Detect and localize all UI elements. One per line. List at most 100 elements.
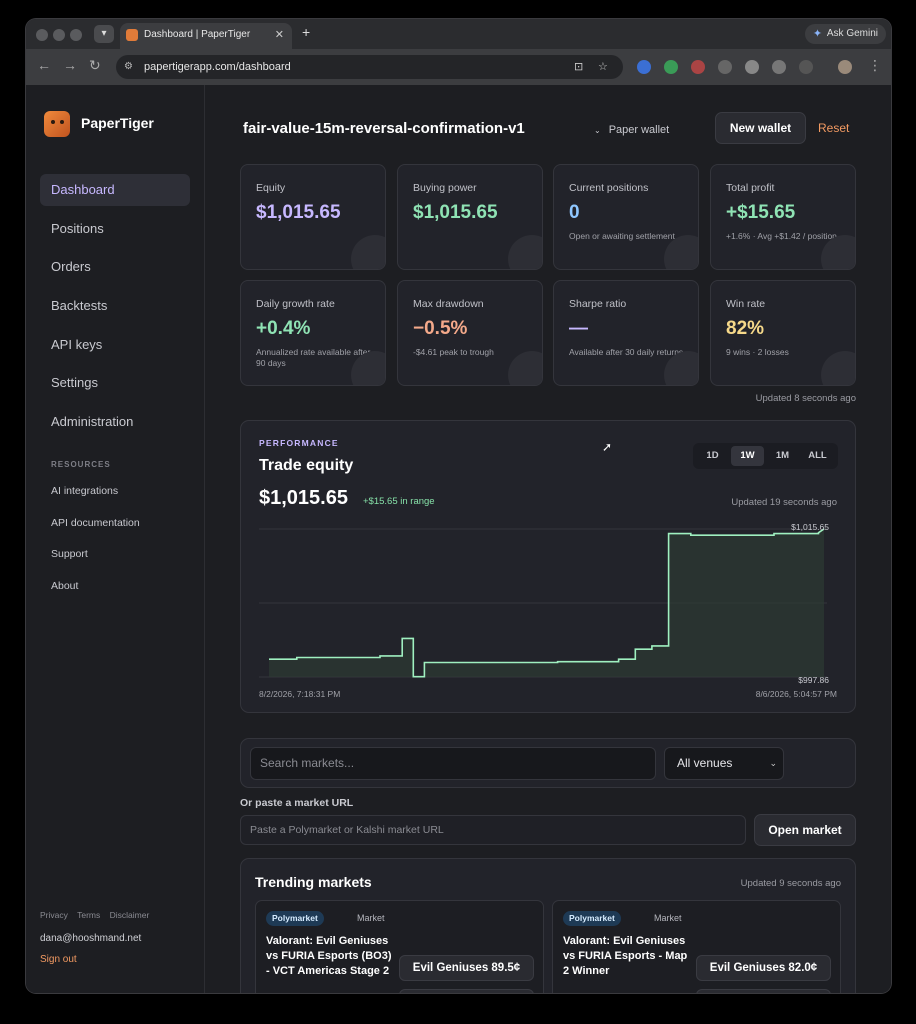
y-max-label: $1,015.65 [791, 522, 829, 532]
stat-label: Equity [256, 182, 286, 194]
main-content: fair-value-15m-reversal-confirmation-v1 … [206, 85, 891, 993]
privacy-link[interactable]: Privacy [40, 910, 68, 920]
extensions-puzzle-icon[interactable] [799, 60, 813, 74]
performance-delta: +$15.65 in range [363, 496, 435, 507]
outcome-button[interactable] [399, 989, 534, 993]
extension-5-icon[interactable] [745, 60, 759, 74]
nav-settings[interactable]: Settings [51, 375, 98, 390]
stat-sub: Open or awaiting settlement [569, 231, 675, 241]
wallet-selector[interactable]: ⌄ Paper wallet [594, 124, 669, 136]
venue-badge: Polymarket [266, 911, 324, 926]
extension-4-icon[interactable] [718, 60, 732, 74]
stat-value: — [569, 318, 588, 339]
extension-2-icon[interactable] [664, 60, 678, 74]
range-1m-button[interactable]: 1M [775, 450, 790, 461]
stat-sub: +1.6% · Avg +$1.42 / position [726, 231, 837, 241]
install-icon[interactable]: ⊡ [574, 61, 584, 73]
nav-administration[interactable]: Administration [51, 414, 134, 429]
range-1d-button[interactable]: 1D [706, 450, 719, 461]
search-markets-input[interactable]: Search markets... [250, 747, 656, 780]
equity-area [269, 529, 824, 677]
market-type: Market [357, 913, 385, 923]
stat-card-total-profit: Total profit +$15.65 +1.6% · Avg +$1.42 … [710, 164, 856, 270]
gemini-spark-icon: ✦ [812, 28, 823, 40]
market-card[interactable]: Polymarket Market Valorant: Evil Geniuse… [552, 900, 841, 993]
reset-button[interactable]: Reset [818, 121, 850, 135]
stat-card-sharpe-ratio: Sharpe ratio — Available after 30 daily … [553, 280, 699, 386]
stat-value: 82% [726, 318, 765, 339]
back-icon[interactable]: ← [37, 57, 51, 73]
stat-card-daily-growth: Daily growth rate +0.4% Annualized rate … [240, 280, 386, 386]
browser-tab[interactable]: Dashboard | PaperTiger ✕ [120, 23, 292, 49]
brand-name[interactable]: PaperTiger [81, 115, 154, 131]
sidebar: PaperTiger Dashboard Positions Orders Ba… [26, 85, 205, 993]
market-title[interactable]: Valorant: Evil Geniuses vs FURIA Esports… [563, 935, 688, 977]
equity-chart[interactable]: $1,015.65 $997.86 [259, 517, 839, 687]
chevron-down-icon: ⌄ [594, 126, 601, 135]
disclaimer-link[interactable]: Disclaimer [109, 910, 150, 920]
menu-kebab-icon[interactable]: ⋮ [868, 57, 882, 73]
market-card[interactable]: Polymarket Market Valorant: Evil Geniuse… [255, 900, 544, 993]
stat-card-buying-power: Buying power $1,015.65 [397, 164, 543, 270]
extension-3-icon[interactable] [691, 60, 705, 74]
resource-ai-integrations[interactable]: AI integrations [51, 485, 119, 497]
terms-link[interactable]: Terms [77, 910, 101, 920]
reload-icon[interactable]: ↻ [89, 57, 101, 73]
url-field[interactable]: ⚙ papertigerapp.com/dashboard ⊡ ☆ [116, 55, 623, 79]
mouse-cursor-icon: ➚ [602, 440, 613, 454]
market-url-input[interactable]: Paste a Polymarket or Kalshi market URL [240, 815, 746, 845]
maximize-window-button[interactable] [70, 29, 82, 41]
nav-api-keys[interactable]: API keys [51, 337, 103, 352]
stat-label: Current positions [569, 182, 649, 194]
minimize-window-button[interactable] [53, 29, 65, 41]
trending-updated: Updated 9 seconds ago [740, 878, 841, 889]
nav-positions[interactable]: Positions [51, 221, 104, 236]
nav-orders[interactable]: Orders [51, 259, 91, 274]
stat-card-win-rate: Win rate 82% 9 wins · 2 losses [710, 280, 856, 386]
x-end-label: 8/6/2026, 5:04:57 PM [755, 689, 837, 699]
venue-badge: Polymarket [563, 911, 621, 926]
resource-support[interactable]: Support [51, 548, 88, 560]
stat-sub: -$4.61 peak to trough [413, 347, 494, 357]
range-1w-button[interactable]: 1W [731, 446, 764, 466]
tiger-logo-icon[interactable] [44, 111, 70, 137]
extension-1-icon[interactable] [637, 60, 651, 74]
ask-gemini-button[interactable]: ✦ Ask Gemini [804, 24, 886, 44]
stat-label: Buying power [413, 182, 477, 194]
stat-sub: 9 wins · 2 losses [726, 347, 789, 357]
tab-search-icon[interactable]: ▾ [94, 25, 114, 43]
close-window-button[interactable] [36, 29, 48, 41]
new-wallet-button[interactable]: New wallet [715, 112, 806, 144]
paste-url-label: Or paste a market URL [240, 797, 354, 809]
nav-dashboard[interactable]: Dashboard [40, 174, 190, 206]
profile-avatar[interactable] [838, 60, 852, 74]
resource-about[interactable]: About [51, 580, 79, 592]
venue-select[interactable]: All venues ⌄ [664, 747, 784, 780]
extension-6-icon[interactable] [772, 60, 786, 74]
stat-sub: Annualized rate available after 90 days [256, 347, 371, 368]
market-title[interactable]: Valorant: Evil Geniuses vs FURIA Esports… [266, 935, 392, 977]
chevron-down-icon: ⌄ [769, 758, 777, 768]
outcome-button[interactable] [696, 989, 831, 993]
site-info-icon[interactable]: ⚙ [124, 61, 133, 72]
card-decoration [508, 235, 542, 269]
outcome-button[interactable]: Evil Geniuses 82.0¢ [696, 955, 831, 981]
new-tab-icon[interactable]: + [302, 24, 311, 40]
tab-strip: ▾ Dashboard | PaperTiger ✕ + ✦ Ask Gemin… [26, 19, 891, 49]
sign-out-link[interactable]: Sign out [40, 954, 77, 965]
forward-icon[interactable]: → [63, 57, 77, 73]
close-tab-icon[interactable]: ✕ [274, 29, 284, 41]
bookmark-star-icon[interactable]: ☆ [598, 61, 608, 73]
stat-label: Max drawdown [413, 298, 484, 310]
app: PaperTiger Dashboard Positions Orders Ba… [26, 85, 891, 993]
market-search-panel: Search markets... All venues ⌄ [240, 738, 856, 788]
range-all-button[interactable]: ALL [808, 450, 827, 461]
performance-panel: PERFORMANCE Trade equity $1,015.65 +$15.… [240, 420, 856, 713]
outcome-button[interactable]: Evil Geniuses 89.5¢ [399, 955, 534, 981]
resource-api-documentation[interactable]: API documentation [51, 517, 140, 529]
favicon-icon [126, 29, 138, 41]
nav-backtests[interactable]: Backtests [51, 298, 108, 313]
open-market-button[interactable]: Open market [754, 814, 856, 846]
resources-heading: RESOURCES [51, 460, 111, 469]
stat-card-current-positions: Current positions 0 Open or awaiting set… [553, 164, 699, 270]
